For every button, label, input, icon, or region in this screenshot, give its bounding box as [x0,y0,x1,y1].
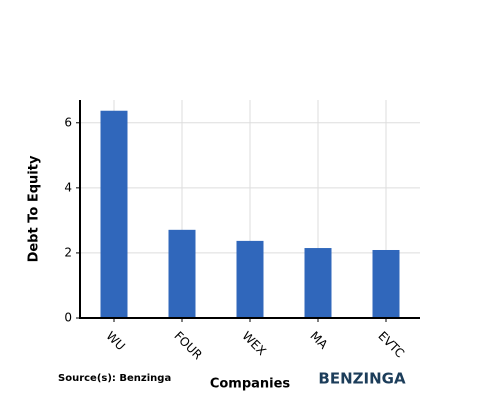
x-tick-label: WU [103,329,128,354]
bar [168,229,196,318]
y-tick-label: 2 [64,245,72,259]
bar [236,240,264,318]
y-tick-label: 6 [64,115,72,129]
brand-logo: BENZINGA [318,370,406,388]
source-note: Source(s): Benzinga [58,373,171,384]
bar [304,248,332,318]
x-tick-label: MA [307,329,331,353]
x-tick-label: WEX [239,329,268,358]
y-tick-label: 0 [64,311,72,325]
y-axis-label: Debt To Equity [27,155,42,262]
y-tick-label: 4 [64,180,72,194]
bar [100,110,128,319]
bar [372,249,400,318]
x-tick-label: EVTC [375,329,407,361]
x-axis-label: Companies [210,377,291,392]
x-tick-label: FOUR [171,329,205,363]
